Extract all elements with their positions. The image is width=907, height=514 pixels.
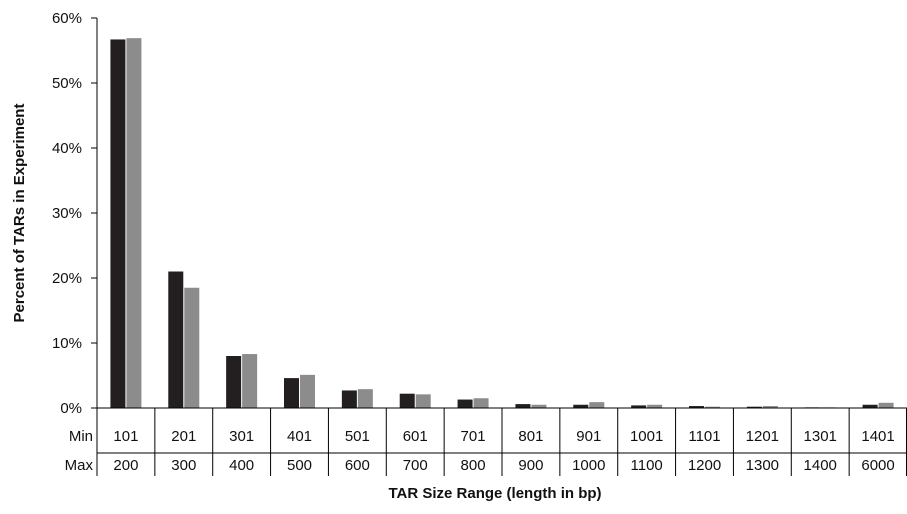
bar-series1 (515, 404, 531, 408)
x-tick-label-min: 1401 (861, 428, 894, 445)
x-axis-title: TAR Size Range (length in bp) (388, 485, 601, 502)
x-tick-label-max: 900 (518, 457, 543, 474)
x-tick-label-max: 6000 (861, 457, 894, 474)
y-tick-label: 0% (60, 400, 82, 417)
bar-series2 (647, 404, 663, 408)
bar-series2 (184, 287, 200, 408)
x-tick-label-max: 1200 (688, 457, 721, 474)
x-tick-label-min: 601 (403, 428, 428, 445)
bar-series2 (300, 374, 315, 408)
x-tick-label-min: 201 (171, 428, 196, 445)
y-tick-label: 50% (52, 75, 82, 92)
bar-series1 (110, 39, 126, 408)
row-label-min: Min (69, 428, 93, 445)
x-tick-label-min: 801 (518, 428, 543, 445)
bar-series2 (473, 398, 489, 408)
bar-series1 (631, 405, 647, 408)
y-tick-label: 40% (52, 140, 82, 157)
y-tick-label: 20% (52, 270, 82, 287)
x-tick-label-min: 1201 (746, 428, 779, 445)
bar-series1 (689, 406, 704, 408)
bar-series2 (242, 354, 258, 408)
bar-series2 (878, 402, 894, 408)
x-tick-label-min: 1301 (804, 428, 837, 445)
bar-series1 (168, 271, 184, 408)
x-tick-label-min: 1001 (630, 428, 663, 445)
x-tick-label-max: 800 (461, 457, 486, 474)
bar-series1 (457, 399, 473, 408)
bar-series2 (762, 406, 778, 408)
x-tick-label-min: 501 (345, 428, 370, 445)
x-tick-label-max: 200 (113, 457, 138, 474)
bar-series2 (589, 402, 605, 408)
x-tick-label-min: 101 (113, 428, 138, 445)
bar-series1 (284, 378, 299, 408)
x-tick-label-min: 701 (461, 428, 486, 445)
x-tick-label-max: 300 (171, 457, 196, 474)
x-tick-label-min: 901 (576, 428, 601, 445)
y-axis: 0% 10% 20% 30% 40% 50% 60% (52, 10, 98, 417)
x-tick-label-max: 1400 (804, 457, 837, 474)
x-tick-label-min: 1101 (688, 428, 720, 445)
bars (110, 38, 894, 409)
bar-series2 (531, 404, 547, 408)
x-tick-label-max: 400 (229, 457, 254, 474)
x-tick-label-min: 301 (229, 428, 254, 445)
x-tick-label-max: 1100 (631, 457, 663, 474)
x-tick-label-max: 700 (403, 457, 428, 474)
bar-series1 (341, 390, 357, 408)
x-tick-label-max: 1000 (572, 457, 605, 474)
bar-series1 (862, 404, 878, 408)
bar-series1 (399, 393, 415, 408)
bar-series2 (705, 406, 720, 408)
y-tick-label: 10% (52, 335, 82, 352)
x-tick-label-max: 1300 (746, 457, 779, 474)
y-axis-title: Percent of TARs in Experiment (11, 104, 28, 323)
row-label-max: Max (65, 457, 94, 474)
bar-series2 (415, 394, 431, 408)
bar-series1 (226, 356, 242, 408)
bar-series2 (126, 38, 142, 409)
x-tick-label-max: 500 (287, 457, 312, 474)
bar-series2 (357, 389, 373, 408)
x-tick-label-min: 401 (287, 428, 312, 445)
x-tick-label-max: 600 (345, 457, 370, 474)
x-axis-table: 101 200 201 300 301 400 401 500 501 600 601 700 701 8… (96, 407, 907, 476)
y-tick-label: 60% (52, 10, 82, 27)
bar-series1 (573, 404, 589, 408)
bar-series1 (746, 406, 762, 408)
y-tick-label: 30% (52, 205, 82, 222)
